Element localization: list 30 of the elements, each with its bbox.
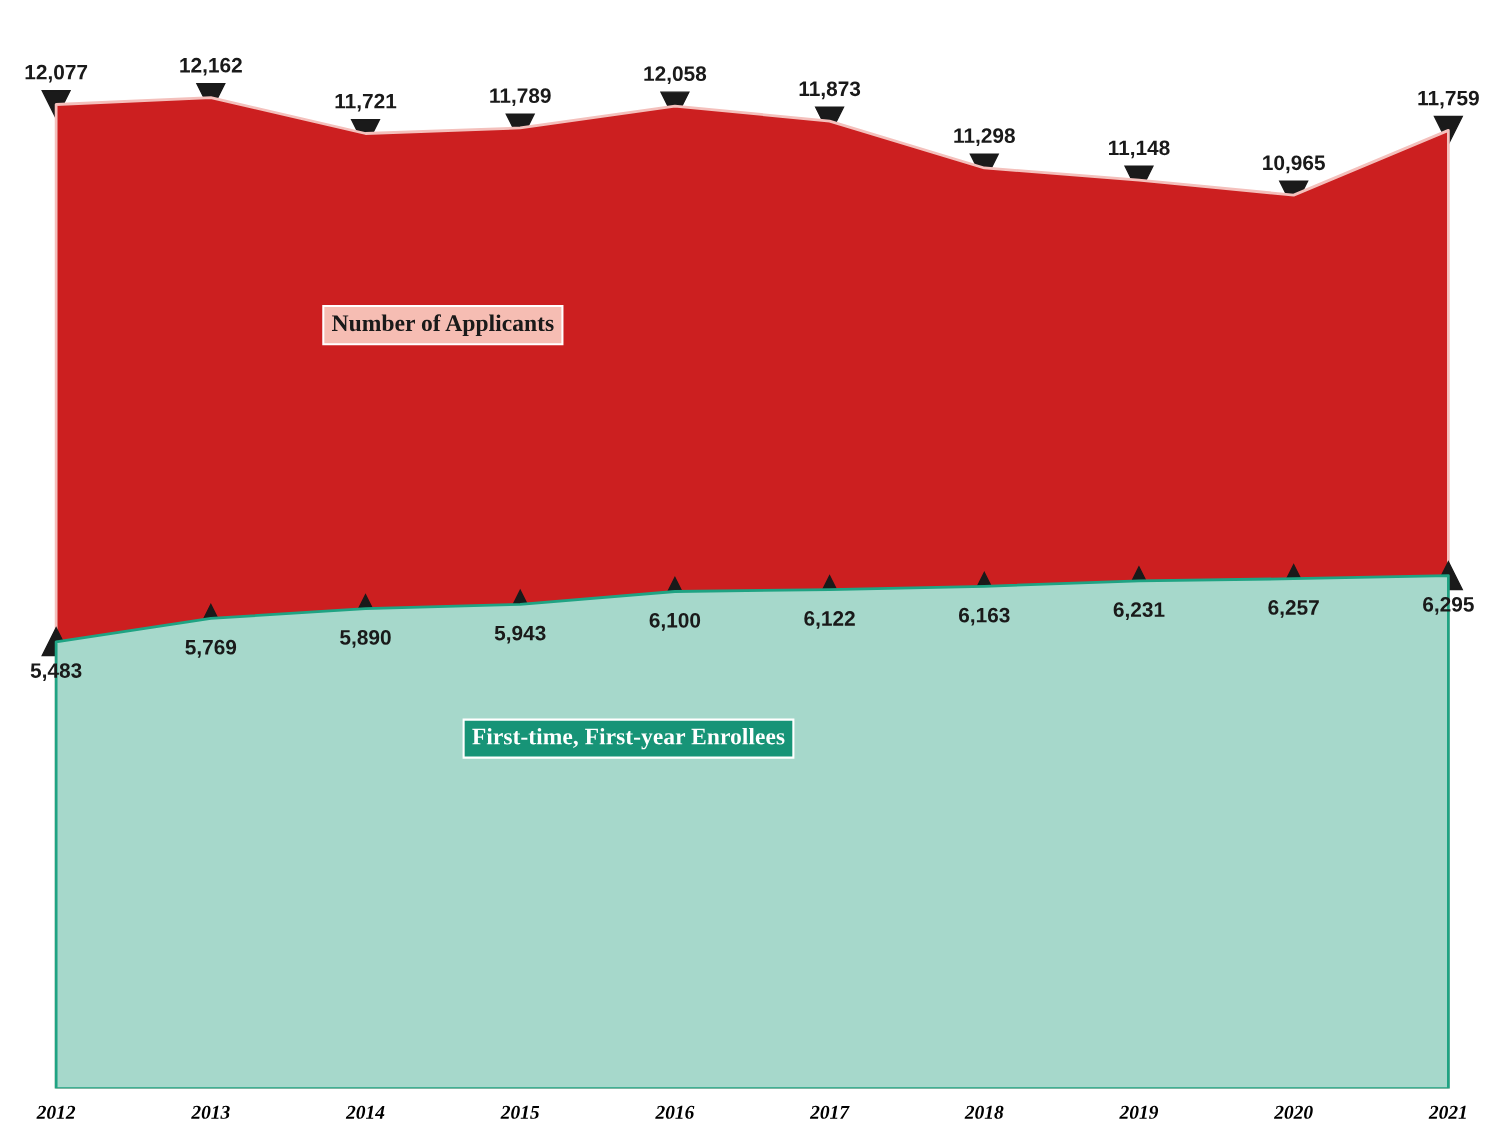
data-label: 12,162 bbox=[180, 57, 242, 76]
data-label: 6,163 bbox=[958, 607, 1010, 626]
data-label: 10,965 bbox=[1263, 155, 1325, 174]
data-label: 11,759 bbox=[1418, 90, 1479, 109]
data-label: 6,231 bbox=[1113, 602, 1165, 620]
x-tick-label: 2021 bbox=[1428, 1105, 1466, 1119]
x-tick-label: 2018 bbox=[964, 1105, 1004, 1119]
x-tick-label: 2013 bbox=[191, 1105, 230, 1119]
data-label: 5,769 bbox=[185, 639, 237, 658]
data-label: 5,890 bbox=[340, 630, 391, 648]
data-label: 6,122 bbox=[804, 611, 855, 629]
data-label: 6,257 bbox=[1268, 600, 1319, 618]
x-tick-label: 2012 bbox=[36, 1105, 76, 1119]
data-label: 11,873 bbox=[799, 81, 861, 100]
data-label: 11,148 bbox=[1109, 140, 1170, 159]
series-label: First-time, First-year Enrollees bbox=[472, 727, 785, 750]
data-label: 12,077 bbox=[25, 64, 88, 83]
data-label: 12,058 bbox=[644, 66, 707, 85]
data-label: 11,298 bbox=[954, 128, 1015, 147]
x-tick-label: 2016 bbox=[655, 1105, 695, 1119]
series-label: Number of Applicants bbox=[332, 314, 554, 336]
x-tick-label: 2019 bbox=[1119, 1105, 1159, 1119]
x-tick-label: 2017 bbox=[809, 1105, 850, 1119]
data-label: 6,100 bbox=[649, 612, 701, 631]
data-label: 11,721 bbox=[335, 93, 397, 112]
data-label: 5,943 bbox=[494, 625, 546, 644]
x-tick-label: 2015 bbox=[500, 1105, 540, 1119]
x-tick-label: 2014 bbox=[345, 1105, 385, 1119]
data-label: 11,789 bbox=[490, 88, 551, 107]
x-tick-label: 2020 bbox=[1273, 1105, 1313, 1119]
